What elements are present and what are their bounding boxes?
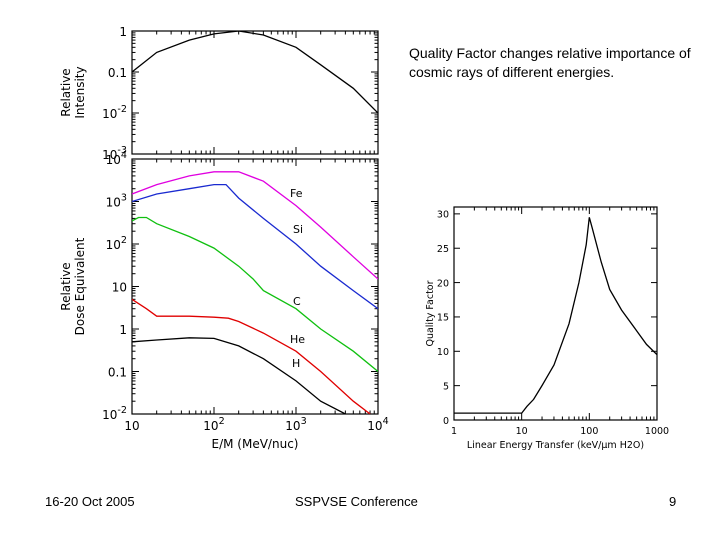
chart-2-series-H-line	[132, 337, 346, 414]
chart-2-y-tick-label: 104	[106, 150, 127, 167]
chart-2-series-He-line	[132, 298, 371, 414]
chart-2-series-label-H: H	[292, 357, 300, 370]
chart-3-y-axis-label: Quality Factor	[425, 280, 436, 346]
chart-2-series-label-He: He	[290, 333, 305, 346]
chart-3-frame	[453, 206, 658, 421]
chart-3-x-tick-label: 100	[580, 426, 598, 437]
chart-2-x-tick-label: 104	[367, 416, 388, 433]
page-number: 9	[669, 494, 677, 509]
slide-text: Quality Factor changes relative importan…	[409, 45, 691, 80]
chart-2-y-axis-label: Dose Equivalent	[73, 237, 87, 335]
chart-2-y-tick-label: 0.1	[108, 365, 127, 379]
chart-1-y-axis-label: Relative	[59, 68, 73, 116]
chart-3-x-tick-label: 10	[516, 426, 528, 437]
chart-2-x-tick-label: 10	[124, 419, 139, 433]
chart-3-y-tick-label: 0	[443, 416, 449, 427]
chart-2-series-label-Fe: Fe	[290, 187, 303, 200]
chart-2-x-tick-label: 103	[285, 416, 306, 433]
chart-2-y-axis-label: Relative	[59, 262, 73, 310]
chart-3-x-tick-label: 1	[451, 426, 457, 437]
chart-2-y-tick-label: 103	[106, 192, 127, 209]
chart-3-y-tick-label: 10	[437, 347, 449, 358]
chart-2-frame	[131, 158, 379, 415]
chart-2-y-tick-label: 10-2	[102, 405, 127, 422]
chart-1-y-tick-label: 10-3	[102, 145, 127, 162]
chart-3-y-tick-label: 30	[437, 210, 449, 221]
chart-3-y-tick-label: 20	[437, 278, 449, 289]
chart-3-y-tick-label: 5	[443, 381, 449, 392]
chart-3-y-tick-label: 15	[437, 313, 449, 324]
chart-2-series-Fe-line	[132, 171, 378, 280]
chart-3-y-tick-label: 25	[437, 244, 449, 255]
chart-1-y-tick-label: 10-2	[102, 104, 127, 121]
chart-3-x-axis-label: Linear Energy Transfer (keV/µm H2O)	[467, 440, 644, 451]
chart-2-series-label-Si: Si	[293, 223, 303, 236]
footer-conference: SSPVSE Conference	[295, 494, 418, 509]
chart-2-series-label-C: C	[293, 295, 301, 308]
chart-3-series-0-line	[454, 217, 657, 414]
chart-2-series-C-line	[132, 216, 378, 373]
chart-1-y-tick-label: 1	[119, 25, 127, 39]
chart-2-series-Si-line	[132, 183, 378, 310]
chart-1-frame	[131, 30, 379, 155]
chart-1-series-0-line	[132, 31, 378, 114]
chart-2-y-tick-label: 1	[119, 323, 127, 337]
chart-1-y-tick-label: 0.1	[108, 66, 127, 80]
chart-3-x-tick-label: 1000	[645, 426, 669, 437]
chart-2-x-tick-label: 102	[203, 416, 224, 433]
chart-2-x-axis-label: E/M (MeV/nuc)	[212, 437, 299, 451]
chart-1-y-axis-label: Intensity	[73, 66, 87, 118]
chart-2-y-tick-label: 10	[112, 280, 127, 294]
chart-2-y-tick-label: 102	[106, 235, 127, 252]
footer-date: 16-20 Oct 2005	[45, 494, 135, 509]
